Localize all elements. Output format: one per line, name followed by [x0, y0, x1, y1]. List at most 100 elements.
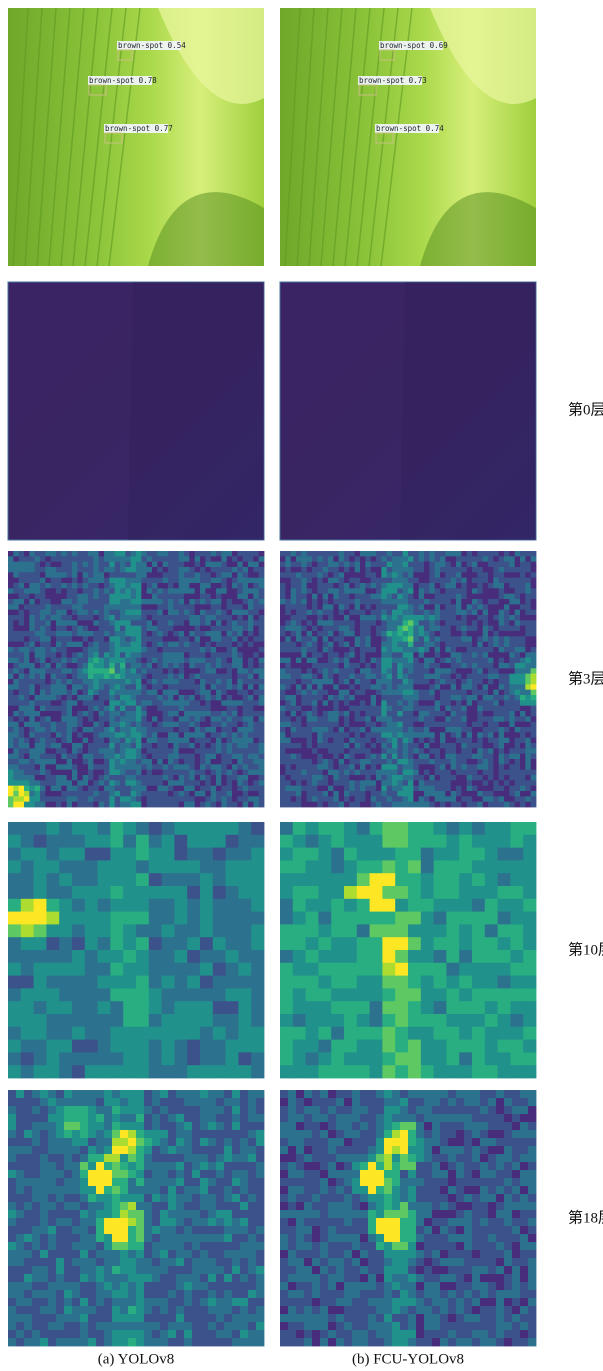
heatmap-cell — [403, 679, 409, 685]
heatmap-cell — [98, 873, 111, 886]
heatmap-cell — [205, 748, 211, 754]
heatmap-cell — [195, 583, 201, 589]
heatmap-cell — [147, 668, 153, 674]
heatmap-cell — [493, 652, 499, 658]
heatmap-cell — [429, 658, 435, 664]
heatmap-cell — [429, 759, 435, 765]
heatmap-cell — [211, 716, 217, 722]
heatmap-cell — [365, 562, 371, 568]
heatmap-cell — [157, 759, 163, 765]
heatmap-cell — [461, 647, 467, 653]
heatmap-cell — [376, 791, 382, 797]
heatmap-cell — [392, 695, 398, 701]
heatmap-cell — [328, 775, 334, 781]
heatmap-cell — [248, 594, 254, 600]
heatmap-cell — [344, 759, 350, 765]
heatmap-cell — [387, 759, 393, 765]
heatmap-cell — [13, 690, 19, 696]
heatmap-cell — [376, 796, 382, 802]
heatmap-cell — [56, 711, 62, 717]
heatmap-cell — [131, 743, 137, 749]
heatmap-cell — [371, 626, 377, 632]
heatmap-cell — [328, 743, 334, 749]
heatmap-cell — [408, 578, 414, 584]
heatmap-cell — [163, 674, 169, 680]
heatmap-cell — [77, 727, 83, 733]
heatmap-cell — [77, 684, 83, 690]
heatmap-cell — [115, 647, 121, 653]
heatmap-cell — [339, 690, 345, 696]
heatmap-cell — [152, 610, 158, 616]
heatmap-cell — [123, 976, 136, 989]
heatmap-cell — [173, 567, 179, 573]
heatmap-cell — [29, 791, 35, 797]
heatmap-cell — [141, 594, 147, 600]
heatmap-cell — [248, 636, 254, 642]
heatmap-cell — [157, 663, 163, 669]
heatmap-cell — [307, 759, 313, 765]
heatmap-cell — [451, 775, 457, 781]
heatmap-cell — [376, 738, 382, 744]
heatmap-cell — [360, 684, 366, 690]
heatmap-cell — [40, 743, 46, 749]
heatmap-cell — [238, 822, 251, 835]
heatmap-cell — [435, 668, 441, 674]
heatmap-cell — [227, 620, 233, 626]
heatmap-cell — [205, 706, 211, 712]
heatmap-cell — [211, 567, 217, 573]
heatmap-cell — [131, 594, 137, 600]
heatmap-cell — [152, 695, 158, 701]
heatmap-cell — [51, 594, 57, 600]
heatmap-cell — [424, 722, 430, 728]
heatmap-cell — [152, 652, 158, 658]
heatmap-cell — [291, 732, 297, 738]
heatmap-cell — [147, 679, 153, 685]
heatmap-cell — [72, 684, 78, 690]
heatmap-cell — [493, 738, 499, 744]
heatmap-cell — [125, 668, 131, 674]
heatmap-cell — [408, 722, 414, 728]
heatmap-cell — [301, 642, 307, 648]
heatmap-cell — [93, 711, 99, 717]
heatmap-cell — [34, 899, 47, 912]
heatmap-cell — [323, 791, 329, 797]
heatmap-cell — [40, 572, 46, 578]
heatmap-cell — [253, 716, 259, 722]
heatmap-cell — [344, 786, 350, 792]
heatmap-cell — [344, 695, 350, 701]
heatmap-cell — [141, 610, 147, 616]
heatmap-cell — [61, 716, 67, 722]
heatmap-cell — [397, 556, 403, 562]
heatmap-cell — [472, 674, 478, 680]
heatmap-cell — [317, 583, 323, 589]
heatmap-cell — [499, 802, 505, 808]
heatmap-cell — [168, 684, 174, 690]
heatmap-cell — [200, 924, 213, 937]
heatmap-cell — [195, 759, 201, 765]
heatmap-cell — [515, 626, 521, 632]
heatmap-cell — [45, 551, 51, 557]
heatmap-cell — [8, 722, 14, 728]
heatmap-cell — [237, 716, 243, 722]
heatmap-cell — [285, 647, 291, 653]
heatmap-cell — [488, 754, 494, 760]
heatmap-cell — [323, 759, 329, 765]
heatmap-cell — [248, 556, 254, 562]
heatmap-cell — [8, 899, 21, 912]
heatmap-cell — [504, 572, 510, 578]
heatmap-cell — [424, 802, 430, 808]
heatmap-cell — [488, 620, 494, 626]
heatmap-cell — [515, 722, 521, 728]
heatmap-cell — [413, 711, 419, 717]
heatmap-cell — [227, 700, 233, 706]
heatmap-cell — [157, 748, 163, 754]
heatmap-cell — [413, 748, 419, 754]
heatmap-cell — [509, 674, 515, 680]
heatmap-cell — [88, 738, 94, 744]
heatmap-cell — [51, 658, 57, 664]
heatmap-cell — [531, 770, 537, 776]
heatmap-cell — [483, 722, 489, 728]
heatmap-cell — [296, 636, 302, 642]
heatmap-cell — [296, 599, 302, 605]
heatmap-cell — [397, 572, 403, 578]
